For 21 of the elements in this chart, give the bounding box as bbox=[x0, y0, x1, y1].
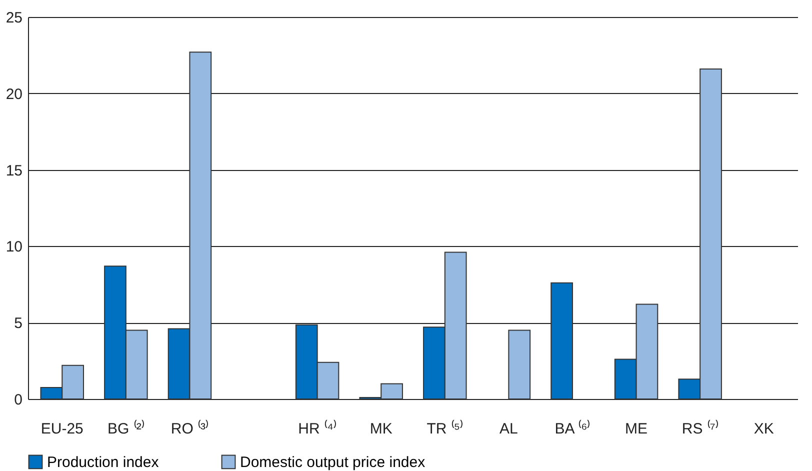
bar bbox=[550, 282, 573, 400]
x-tick-label: XK bbox=[754, 420, 774, 438]
legend-label: Domestic output price index bbox=[240, 454, 426, 471]
x-tick-label: EU-25 bbox=[40, 420, 84, 438]
x-tick-label: TR ⁽⁵⁾ bbox=[426, 420, 464, 438]
x-tick-label: BA ⁽⁶⁾ bbox=[554, 420, 590, 438]
y-tick-label: 20 bbox=[6, 86, 22, 103]
bar bbox=[508, 330, 531, 400]
y-tick-label: 0 bbox=[14, 392, 22, 408]
x-tick-label: AL bbox=[500, 420, 518, 438]
x-tick-label: RO ⁽³⁾ bbox=[170, 420, 209, 438]
x-tick-label: ME bbox=[625, 420, 648, 438]
x-tick-label: BG ⁽²⁾ bbox=[108, 420, 144, 438]
legend-label: Production index bbox=[47, 454, 160, 471]
y-tick-label: 5 bbox=[14, 315, 22, 332]
x-tick-label: RS ⁽⁷⁾ bbox=[682, 420, 718, 438]
y-tick-label: 10 bbox=[6, 238, 22, 256]
x-tick-label: MK bbox=[370, 420, 392, 438]
y-tick-label: 25 bbox=[6, 10, 22, 26]
y-tick-label: 15 bbox=[6, 162, 22, 180]
x-tick-label: HR ⁽⁴⁾ bbox=[298, 420, 336, 438]
